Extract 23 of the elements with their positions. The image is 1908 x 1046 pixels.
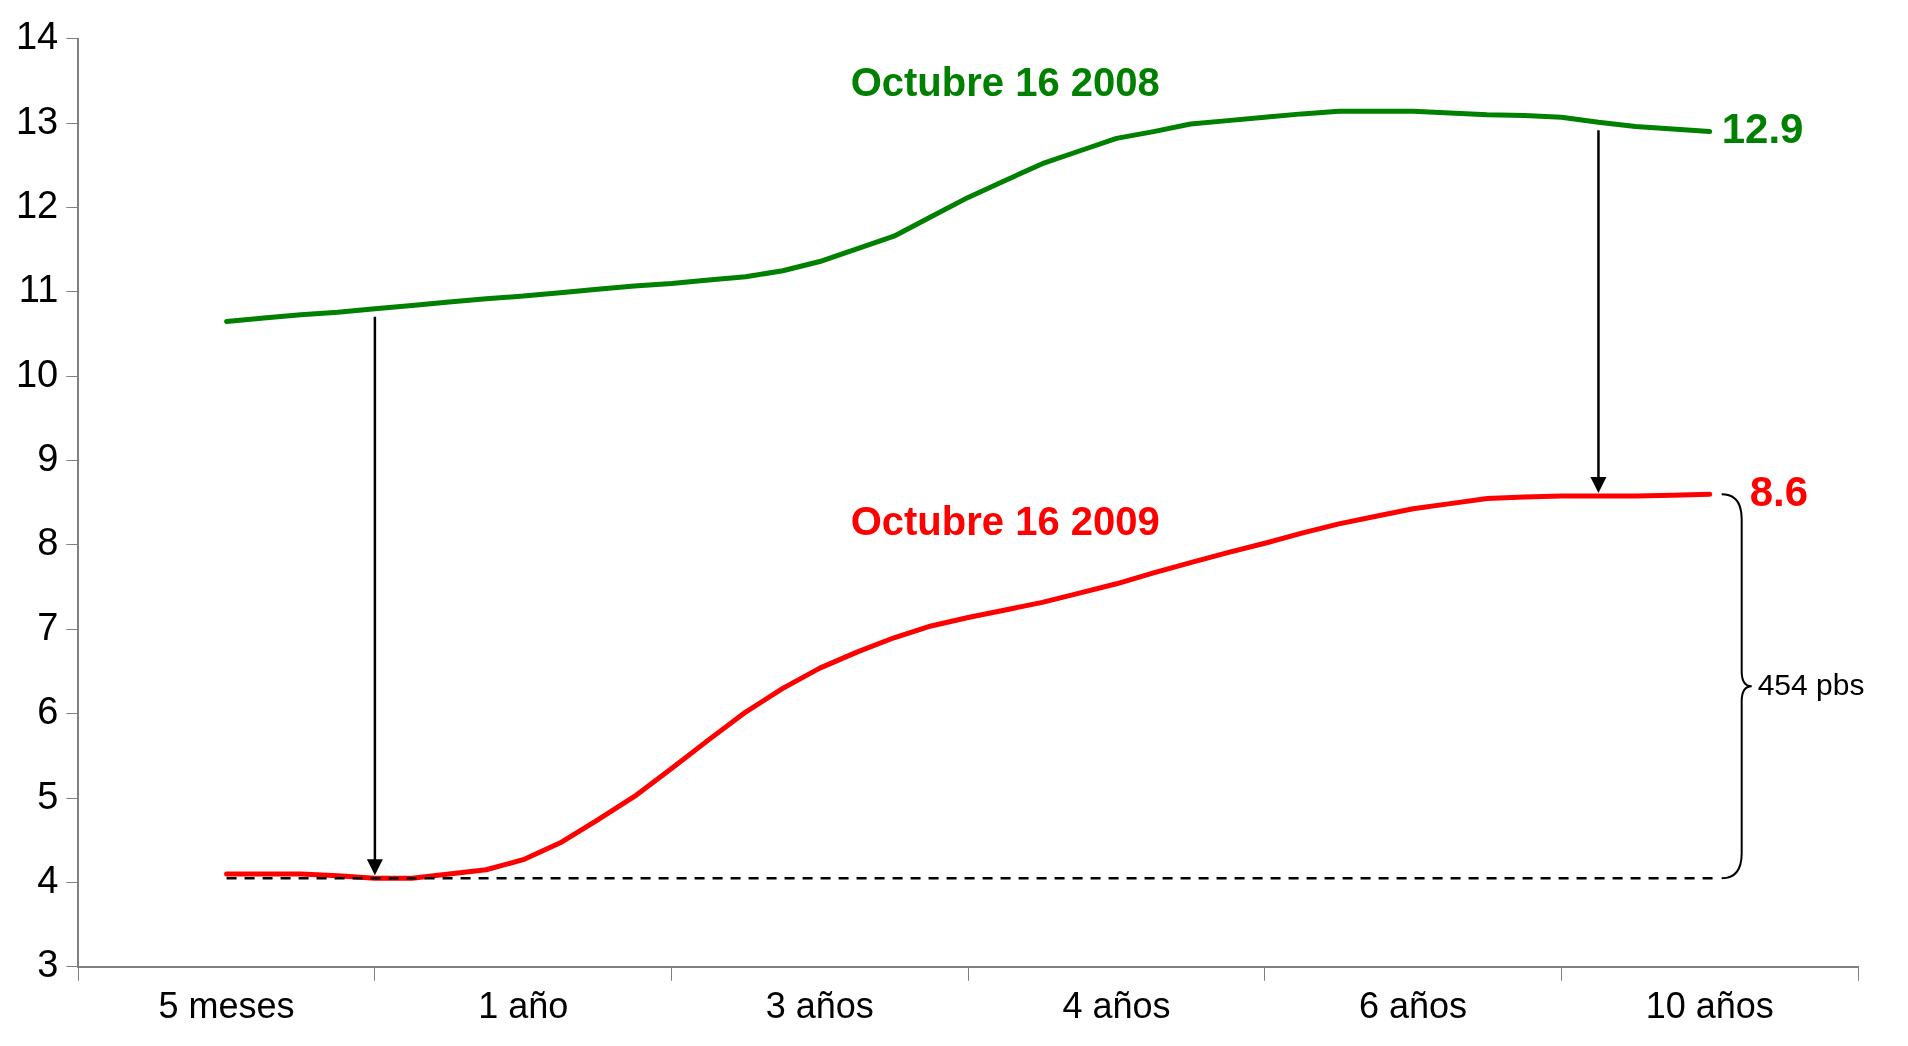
y-tick-label: 3	[37, 943, 59, 986]
y-tick-label: 13	[15, 99, 59, 142]
data-label: 8.6	[1749, 467, 1809, 515]
y-tick-label: 5	[37, 774, 59, 817]
y-tick-label: 11	[18, 268, 59, 311]
x-tick-label: 6 años	[1359, 985, 1468, 1027]
series-label: Octubre 16 2008	[850, 59, 1160, 104]
y-tick-label: 4	[37, 858, 59, 901]
y-tick-label: 6	[37, 690, 59, 733]
y-tick-label: 12	[15, 184, 59, 227]
annotation: 454 pbs	[1757, 667, 1865, 701]
x-tick-label: 3 años	[765, 985, 874, 1027]
data-label: 12.9	[1721, 105, 1804, 153]
y-tick-label: 8	[37, 521, 59, 564]
x-tick-label: 10 años	[1645, 985, 1774, 1027]
y-tick-label: 10	[15, 352, 59, 395]
x-tick-label: 5 meses	[158, 985, 295, 1027]
x-tick-label: 1 año	[478, 985, 569, 1027]
series-label: Octubre 16 2009	[850, 498, 1160, 543]
y-tick-label: 14	[15, 15, 59, 58]
y-tick-label: 7	[37, 605, 59, 648]
x-tick-label: 4 años	[1062, 985, 1171, 1027]
y-tick-label: 9	[37, 437, 59, 480]
